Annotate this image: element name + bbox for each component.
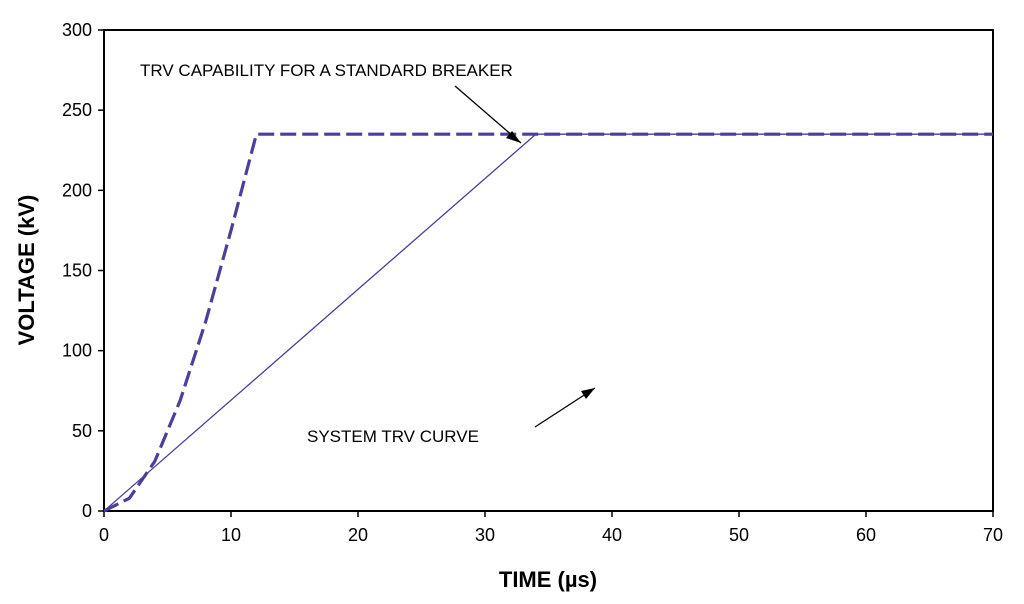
x-axis-title: TIME (µs) [499,567,597,592]
plot-frame [103,29,994,512]
x-tick-label: 20 [348,525,368,545]
x-tick-label: 0 [99,525,109,545]
x-tick-label: 50 [729,525,749,545]
y-tick-label: 250 [62,100,92,120]
x-tick-label: 10 [221,525,241,545]
x-tick-label: 60 [856,525,876,545]
y-tick-label: 50 [72,421,92,441]
series-trv-capability-line [103,133,993,512]
arrowhead-system-trv [581,388,595,399]
y-axis: 0 50 100 150 200 250 300 [62,20,104,521]
x-tick-label: 70 [983,525,1003,545]
x-axis: 0 10 20 30 40 50 60 70 [99,511,1003,545]
y-tick-label: 0 [82,501,92,521]
y-tick-label: 200 [62,180,92,200]
y-tick-label: 100 [62,341,92,361]
y-tick-label: 300 [62,20,92,40]
annotation-trv-capability: TRV CAPABILITY FOR A STANDARD BREAKER [140,61,513,80]
arrowhead-trv-capability [506,131,521,143]
annotation-system-trv: SYSTEM TRV CURVE [307,427,479,446]
x-tick-label: 30 [475,525,495,545]
y-tick-label: 150 [62,261,92,281]
series-layer [103,132,993,513]
y-axis-title: VOLTAGE (kV) [14,195,39,346]
x-tick-label: 40 [602,525,622,545]
series-system-trv-curve [103,132,993,513]
